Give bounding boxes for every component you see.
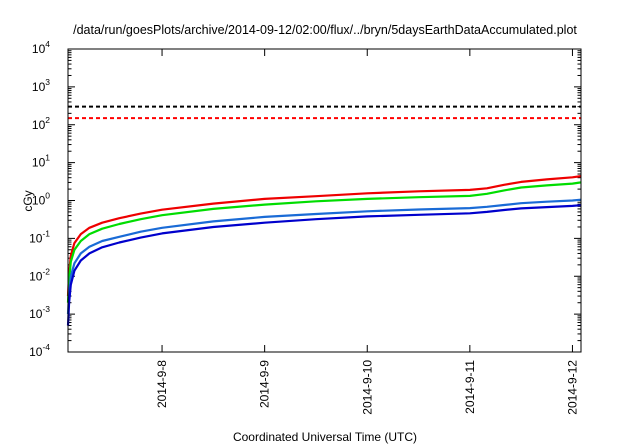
x-tick-label: 2014-9-12	[565, 360, 579, 415]
plot-frame	[67, 48, 582, 353]
threshold-lines	[68, 105, 581, 120]
series-line	[66, 175, 582, 297]
y-tick-label: 101	[32, 153, 50, 170]
chart-title: /data/run/goesPlots/archive/2014-09-12/0…	[73, 23, 577, 37]
series-line	[66, 181, 582, 303]
series-line	[66, 198, 582, 315]
y-tick-label: 103	[32, 77, 50, 94]
y-tick-label: 10-4	[29, 342, 50, 359]
y-tick-label: 104	[32, 39, 50, 56]
series-line	[66, 204, 582, 326]
x-tick-label: 2014-9-11	[463, 360, 477, 414]
x-tick-label: 2014-9-9	[258, 360, 272, 408]
x-tick-label: 2014-9-10	[360, 360, 374, 415]
y-axis-label: cGy	[21, 190, 35, 211]
y-tick-label: 102	[32, 115, 50, 132]
x-axis-ticks: 2014-9-8 2014-9-9 2014-9-10 2014-9-11 2014-9…	[155, 49, 579, 415]
series-lines	[66, 175, 582, 326]
x-axis-label: Coordinated Universal Time (UTC)	[233, 430, 417, 444]
x-tick-label: 2014-9-8	[155, 360, 169, 408]
y-tick-label: 10-2	[29, 266, 50, 283]
y-tick-label: 10-3	[29, 304, 50, 321]
y-tick-label: 10-1	[29, 228, 50, 245]
